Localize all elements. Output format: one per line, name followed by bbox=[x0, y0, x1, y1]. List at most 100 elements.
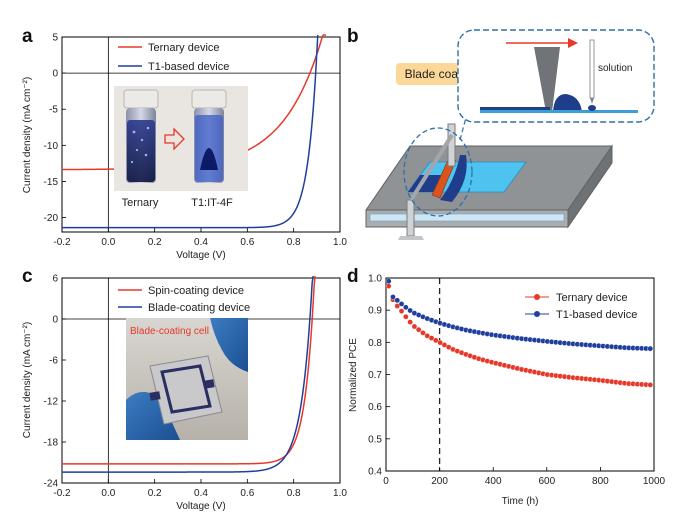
panel-c-legend-blade: Blade-coating device bbox=[148, 302, 250, 314]
panel-d-series-0-point bbox=[385, 283, 392, 289]
blade bbox=[431, 159, 457, 199]
glove-finger bbox=[126, 391, 180, 440]
panel-d-xtick-label: 400 bbox=[485, 476, 502, 487]
panel-d-series-1-point bbox=[398, 301, 405, 307]
panel-c-series-0-line bbox=[62, 275, 316, 465]
solution-bead bbox=[440, 155, 467, 202]
panel-a-legend-t1: T1-based device bbox=[148, 61, 229, 73]
panel-d-series-0-point bbox=[647, 382, 654, 388]
panel-a-xlabel: Voltage (V) bbox=[176, 250, 225, 261]
panel-d-ytick-label: 0.7 bbox=[368, 370, 382, 381]
droplet bbox=[588, 105, 596, 111]
panel-c-xtick-label: 0.0 bbox=[101, 488, 115, 499]
panel-d-legend-ternary: Ternary device bbox=[556, 292, 628, 304]
panel-a-chart: -0.2 0.0 0.2 0.4 0.6 0.8 1.0 5 0 -5 -10 -15 -20 Volt… bbox=[22, 33, 347, 262]
panel-a-ytick-label: -10 bbox=[44, 141, 59, 152]
panel-d-series-1-point bbox=[385, 278, 392, 285]
panel-a-xtick-label: 0.4 bbox=[194, 237, 208, 248]
panel-d-series-1-point bbox=[403, 304, 409, 311]
arrow-icon bbox=[164, 127, 185, 151]
panel-a-xtick-label: 1.0 bbox=[333, 237, 347, 248]
panel-a-ytick-label: -15 bbox=[44, 177, 59, 188]
panel-d-series-0-point bbox=[437, 339, 443, 346]
panel-a-inset-label-ternary: Ternary bbox=[122, 197, 159, 209]
panel-d-series-0-point bbox=[428, 335, 435, 341]
panel-d-series-1-point bbox=[390, 294, 396, 300]
panel-c-letter: c bbox=[22, 266, 33, 287]
panel-c-ytick-label: -24 bbox=[44, 479, 59, 490]
panel-a-xtick-label: 0.6 bbox=[240, 237, 254, 248]
panel-d-series-0-point bbox=[445, 344, 452, 350]
solution-label: solution bbox=[598, 63, 632, 74]
base-side bbox=[567, 144, 613, 229]
device-contact-2 bbox=[149, 391, 161, 401]
zoom-ellipse bbox=[403, 127, 473, 217]
pipette-tip bbox=[590, 98, 594, 104]
panel-a-xtick-label: -0.2 bbox=[53, 237, 71, 248]
panel-c-ytick-label: -18 bbox=[44, 438, 59, 449]
post-foot bbox=[398, 236, 424, 240]
panel-d-ylabel: Normalized PCE bbox=[348, 338, 359, 412]
panel-d-series-1-point bbox=[407, 307, 413, 314]
panel-a-xtick-label: 0.0 bbox=[101, 237, 115, 248]
device-electrode bbox=[160, 364, 212, 414]
panel-a-vials-photo bbox=[114, 86, 248, 191]
panel-a-letter: a bbox=[22, 26, 33, 47]
panel-d-chart: 0 200 400 600 800 1000 0.4 0.5 0.6 0.7 0.8 0.9 1.0 T… bbox=[348, 274, 666, 508]
panel-c-ytick-label: -6 bbox=[49, 356, 58, 367]
panel-c-xtick-label: 0.6 bbox=[240, 488, 254, 499]
panel-c-xtick-label: -0.2 bbox=[53, 488, 71, 499]
panel-c-inset-label: Blade-coating cell bbox=[130, 326, 209, 337]
panel-a-xtick-label: 0.8 bbox=[287, 237, 301, 248]
panel-d-series-0-point bbox=[441, 342, 448, 348]
panel-a-legend-ternary: Ternary device bbox=[148, 42, 220, 54]
inset-film bbox=[480, 107, 550, 110]
panel-c-xtick-label: 0.8 bbox=[287, 488, 301, 499]
panel-d-series-0-point bbox=[398, 308, 405, 314]
panel-c-legend-spin: Spin-coating device bbox=[148, 285, 244, 297]
panel-c-chart: -0.2 0.0 0.2 0.4 0.6 0.8 1.0 6 0 -6 -12 -18 -24 Volt… bbox=[22, 274, 347, 513]
panel-d-ytick-label: 0.9 bbox=[368, 306, 382, 317]
panel-a-ytick-label: 5 bbox=[52, 33, 58, 44]
panel-d-series-0-point bbox=[407, 319, 413, 325]
panel-c-ytick-label: -12 bbox=[44, 397, 59, 408]
panel-d-letter: d bbox=[347, 266, 359, 287]
panel-d-series-0-point bbox=[433, 337, 439, 344]
panel-d-xtick-label: 200 bbox=[431, 476, 448, 487]
panel-d-series-1-point bbox=[394, 297, 401, 304]
panel-d-frame bbox=[385, 277, 655, 472]
vial-t1 bbox=[191, 89, 227, 183]
panel-d-ytick-label: 0.6 bbox=[368, 402, 382, 413]
pipette bbox=[589, 39, 595, 99]
panel-d-ytick-label: 0.8 bbox=[368, 338, 382, 349]
panel-c-ytick-label: 0 bbox=[52, 315, 58, 326]
panel-c-cell-photo bbox=[126, 318, 248, 440]
blade-arm bbox=[409, 133, 454, 202]
panel-c-xtick-label: 0.4 bbox=[194, 488, 208, 499]
glove-thumb bbox=[210, 318, 248, 372]
panel-a-xtick-label: 0.2 bbox=[148, 237, 162, 248]
panel-c-ylabel: Current density (mA cm⁻²) bbox=[22, 322, 33, 438]
panel-a-ylabel: Current density (mA cm⁻²) bbox=[22, 77, 33, 193]
panel-d-xtick-label: 800 bbox=[592, 476, 609, 487]
panel-d-series-1-point bbox=[647, 345, 654, 352]
panel-c-xlabel: Voltage (V) bbox=[176, 501, 225, 512]
device-contact bbox=[203, 379, 215, 389]
panel-a-ytick-label: -20 bbox=[44, 213, 59, 224]
panel-c-xtick-label: 1.0 bbox=[333, 488, 347, 499]
panel-a-series-1-line bbox=[62, 34, 319, 229]
panel-d-legend-t1: T1-based device bbox=[556, 309, 637, 321]
direction-arrow-icon bbox=[568, 38, 578, 48]
panel-d-series-0-point bbox=[415, 326, 422, 333]
panel-a-ytick-label: -5 bbox=[49, 105, 58, 116]
panel-d-series-0-point bbox=[411, 323, 418, 330]
post-front bbox=[406, 199, 415, 237]
panel-d-series-0-point bbox=[424, 333, 431, 339]
panel-d-ytick-label: 1.0 bbox=[368, 274, 382, 285]
panel-d-ytick-label: 0.4 bbox=[368, 467, 382, 478]
base-strip bbox=[369, 213, 565, 222]
panel-b-letter: b bbox=[347, 26, 359, 47]
inset-substrate bbox=[480, 110, 638, 113]
panel-d-xtick-label: 1000 bbox=[643, 476, 666, 487]
